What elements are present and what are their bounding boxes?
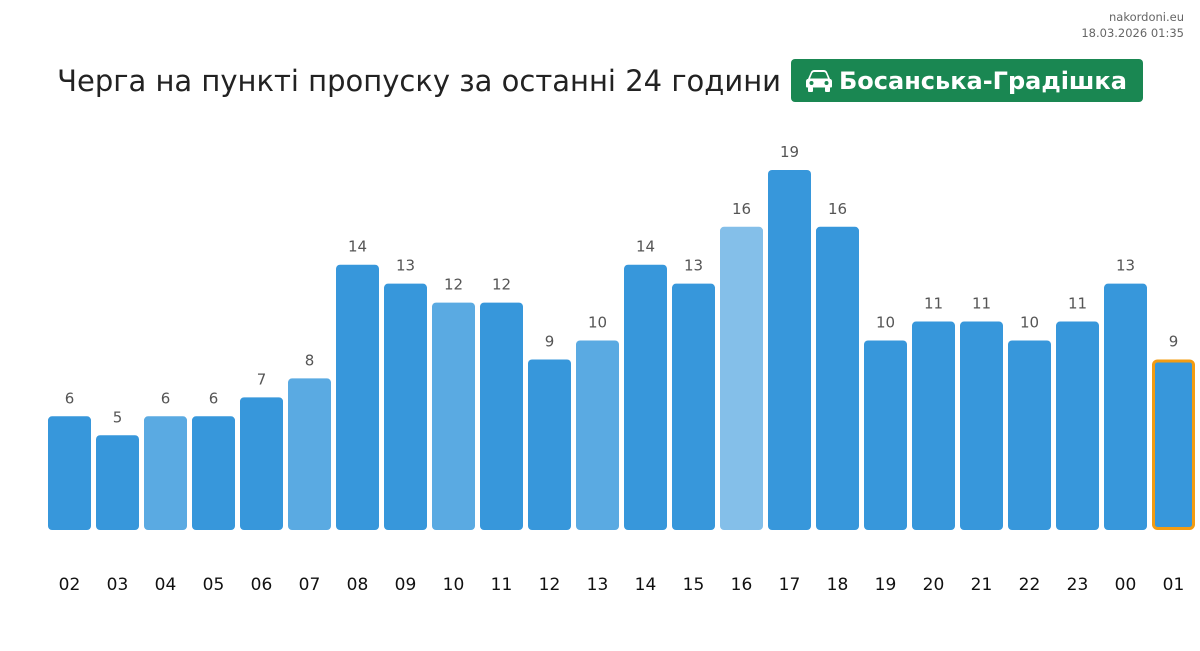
- x-tick-label-16: 16: [731, 575, 753, 595]
- checkpoint-badge: Босанська-Градішка: [791, 59, 1143, 102]
- x-tick-label-00: 00: [1115, 575, 1137, 595]
- checkpoint-name: Босанська-Градішка: [839, 66, 1127, 95]
- value-label-21: 11: [972, 295, 991, 313]
- x-tick-label-17: 17: [779, 575, 801, 595]
- value-label-17: 19: [780, 143, 799, 161]
- bar-11: [480, 302, 523, 530]
- car-icon: [805, 69, 833, 93]
- x-tick-label-02: 02: [59, 575, 81, 595]
- bar-04: [144, 416, 187, 530]
- source-datetime: 18.03.2026 01:35: [1081, 26, 1184, 40]
- value-label-07: 8: [305, 351, 315, 369]
- value-label-04: 6: [161, 389, 171, 407]
- value-label-22: 10: [1020, 314, 1039, 332]
- bar-09: [384, 283, 427, 530]
- bar-01: [1152, 359, 1195, 531]
- x-tick-label-03: 03: [107, 575, 129, 595]
- value-label-20: 11: [924, 295, 943, 313]
- x-tick-label-07: 07: [299, 575, 321, 595]
- bar-02: [48, 416, 91, 530]
- bar-14: [624, 264, 667, 530]
- chart-title: Черга на пункті пропуску за останні 24 г…: [57, 63, 782, 98]
- bar-19: [864, 340, 907, 530]
- bar-18: [816, 226, 859, 531]
- value-label-01: 9: [1169, 332, 1179, 350]
- value-label-03: 5: [113, 408, 123, 426]
- x-tick-label-06: 06: [251, 575, 273, 595]
- bar-20: [912, 321, 955, 530]
- value-label-00: 13: [1116, 257, 1135, 275]
- x-tick-label-23: 23: [1067, 575, 1089, 595]
- bar-13: [576, 340, 619, 530]
- value-label-16: 16: [732, 200, 751, 218]
- x-tick-label-01: 01: [1163, 575, 1185, 595]
- bar-17: [768, 169, 811, 530]
- source-info: nakordoni.eu 18.03.2026 01:35: [1081, 9, 1184, 41]
- value-label-14: 14: [636, 238, 655, 256]
- x-tick-label-15: 15: [683, 575, 705, 595]
- x-tick-label-05: 05: [203, 575, 225, 595]
- value-label-13: 10: [588, 314, 607, 332]
- bar-07: [288, 378, 331, 530]
- bar-15: [672, 283, 715, 530]
- source-site: nakordoni.eu: [1109, 10, 1184, 24]
- chart-header: Черга на пункті пропуску за останні 24 г…: [0, 59, 1200, 102]
- x-tick-label-04: 04: [155, 575, 177, 595]
- bar-10: [432, 302, 475, 530]
- value-label-09: 13: [396, 257, 415, 275]
- value-label-06: 7: [257, 370, 267, 388]
- value-label-18: 16: [828, 200, 847, 218]
- x-tick-label-19: 19: [875, 575, 897, 595]
- value-label-15: 13: [684, 257, 703, 275]
- x-tick-label-22: 22: [1019, 575, 1041, 595]
- value-label-11: 12: [492, 276, 511, 294]
- x-tick-label-13: 13: [587, 575, 609, 595]
- value-label-10: 12: [444, 276, 463, 294]
- bar-00: [1104, 283, 1147, 530]
- x-tick-label-14: 14: [635, 575, 657, 595]
- x-tick-label-18: 18: [827, 575, 849, 595]
- bar-08: [336, 264, 379, 530]
- x-tick-label-08: 08: [347, 575, 369, 595]
- bar-12: [528, 359, 571, 530]
- x-tick-label-11: 11: [491, 575, 513, 595]
- bar-05: [192, 416, 235, 530]
- x-tick-label-09: 09: [395, 575, 417, 595]
- value-label-08: 14: [348, 238, 367, 256]
- x-tick-label-20: 20: [923, 575, 945, 595]
- value-label-02: 6: [65, 389, 75, 407]
- bar-23: [1056, 321, 1099, 530]
- bar-16: [720, 226, 763, 531]
- value-label-12: 9: [545, 332, 555, 350]
- x-tick-label-12: 12: [539, 575, 561, 595]
- bar-06: [240, 397, 283, 530]
- value-label-19: 10: [876, 314, 895, 332]
- value-label-05: 6: [209, 389, 219, 407]
- bar-22: [1008, 340, 1051, 530]
- value-label-23: 11: [1068, 295, 1087, 313]
- bar-03: [96, 435, 139, 530]
- x-tick-label-21: 21: [971, 575, 993, 595]
- bar-21: [960, 321, 1003, 530]
- x-tick-label-10: 10: [443, 575, 465, 595]
